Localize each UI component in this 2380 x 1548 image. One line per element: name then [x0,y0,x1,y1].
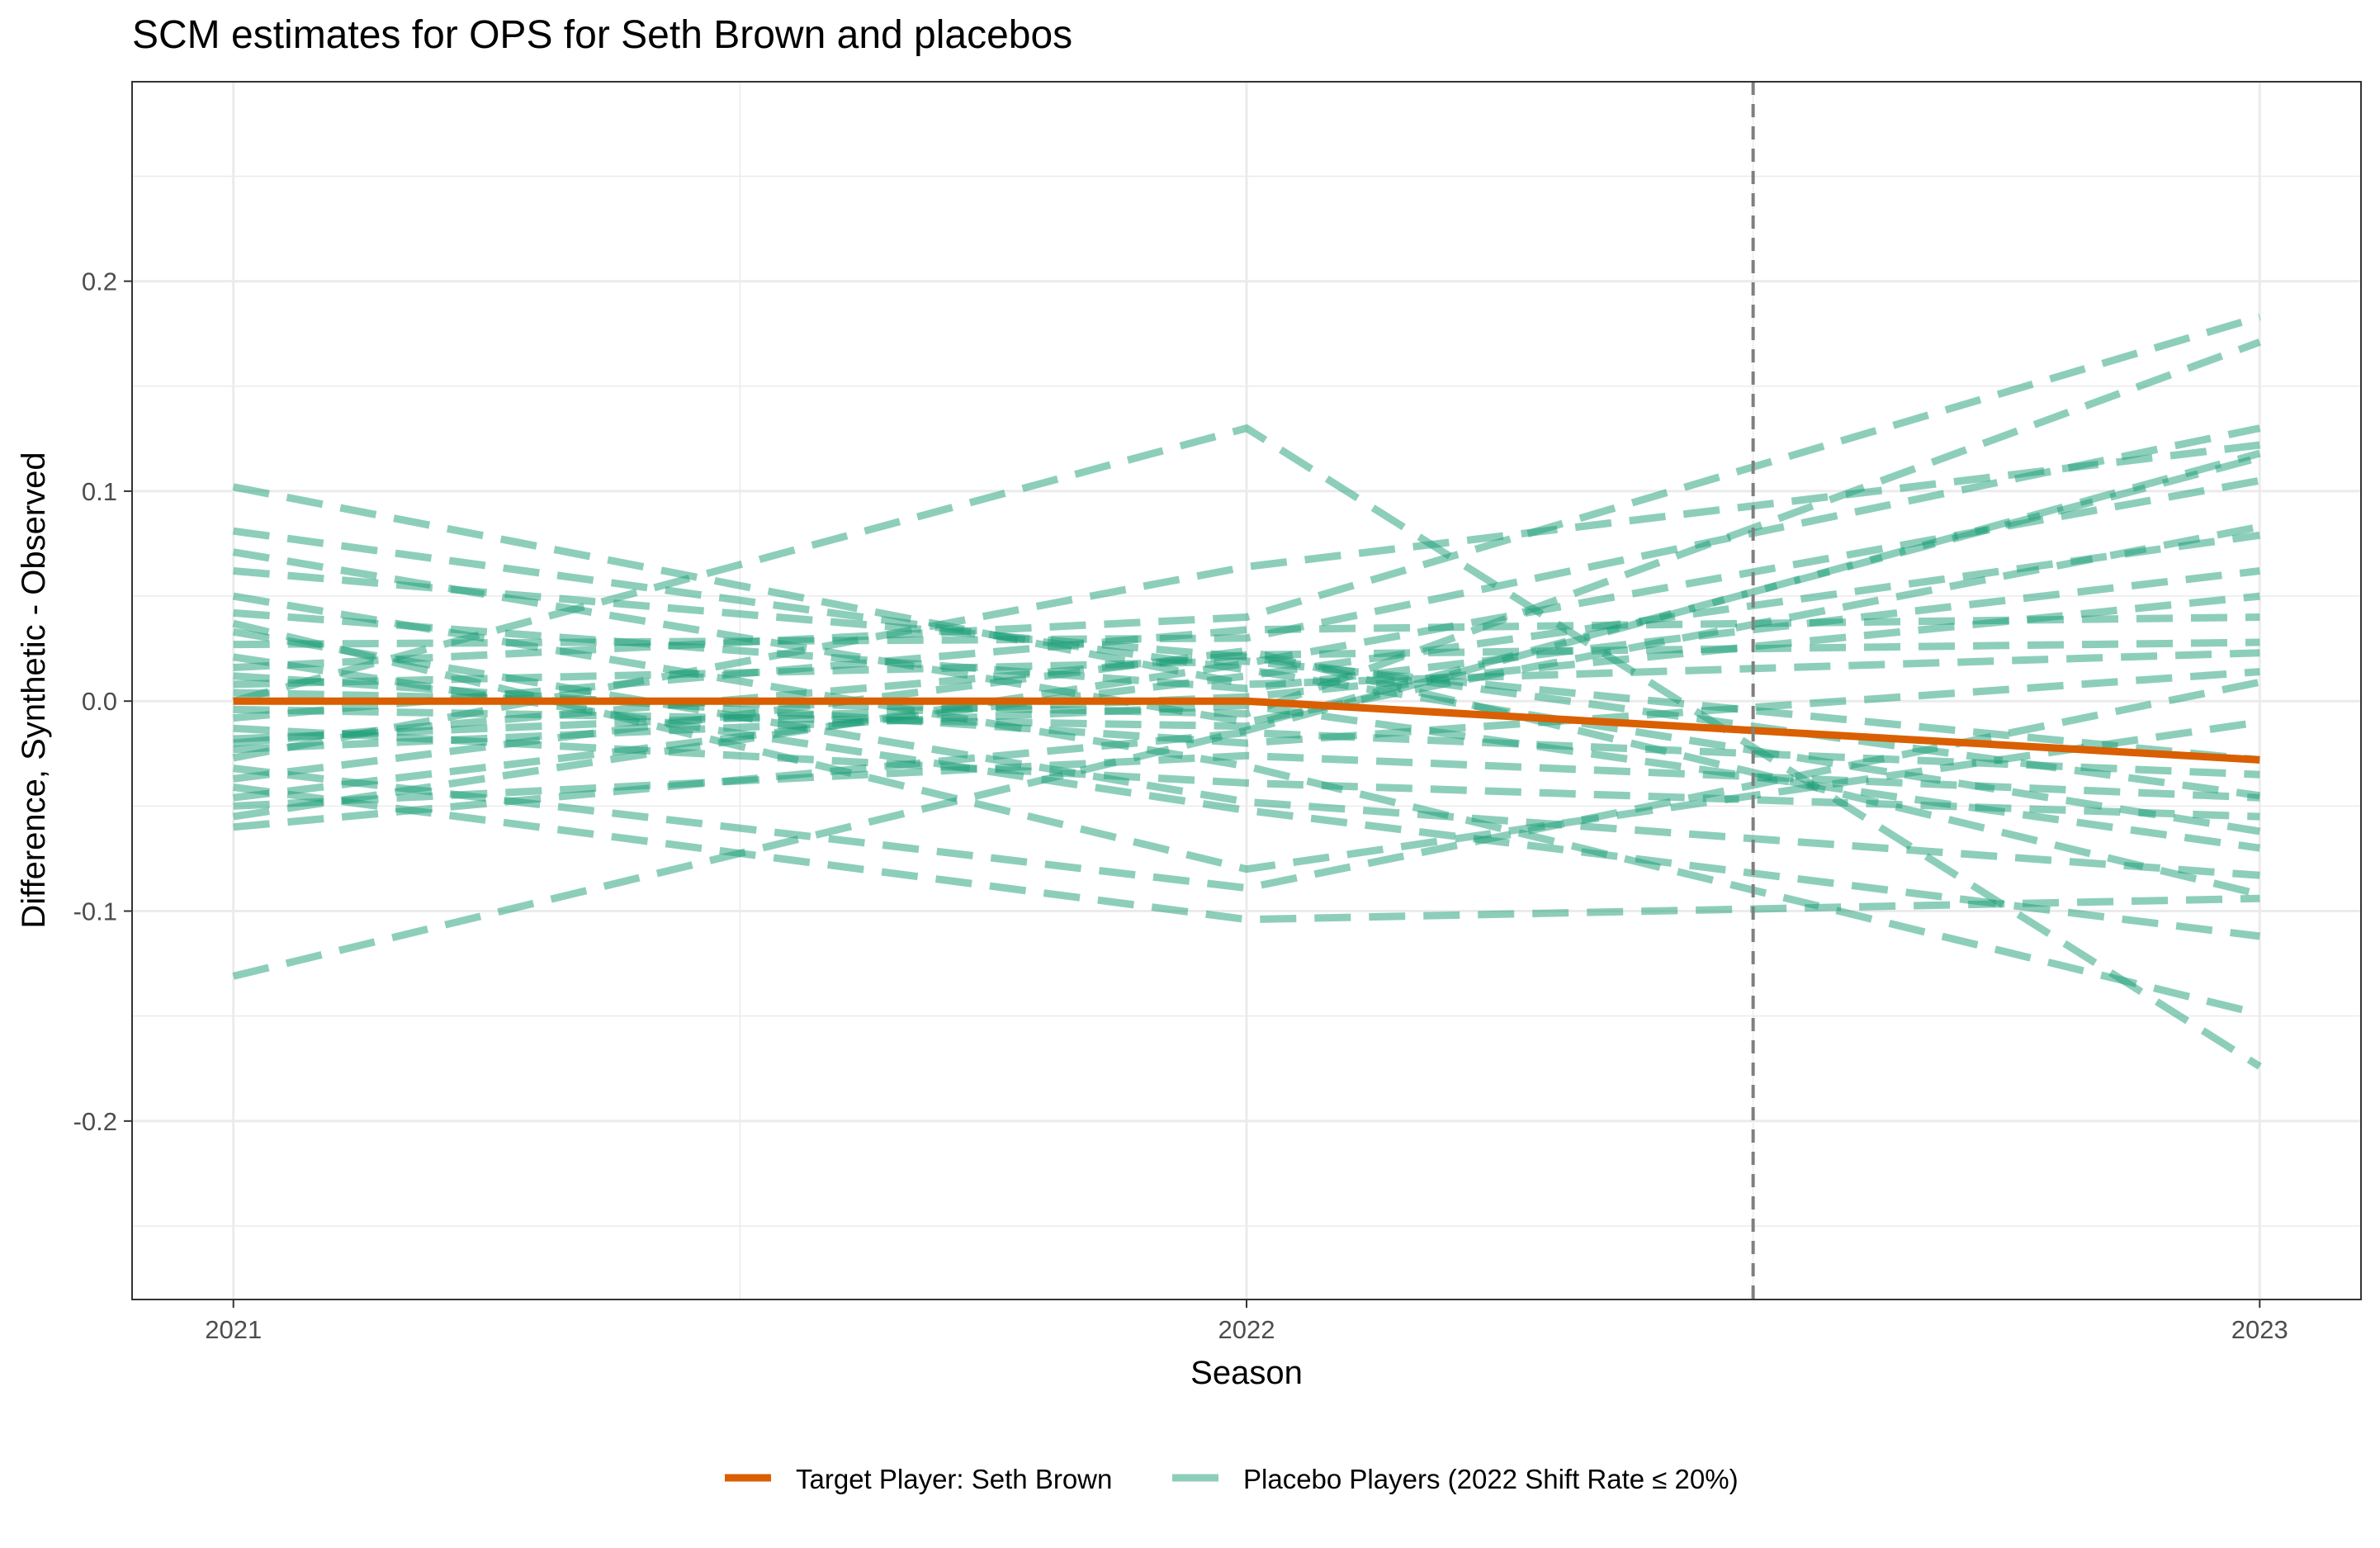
target-series-line [233,697,2260,764]
placebo-series-line [233,751,2260,810]
legend-label-target: Target Player: Seth Brown [796,1464,1112,1494]
x-tick-label: 2023 [2231,1315,2288,1344]
y-tick-label: -0.1 [73,897,117,926]
chart-title: SCM estimates for OPS for Seth Brown and… [132,13,1072,57]
placebo-series-line [233,476,2261,821]
placebo-series-line [233,592,2260,743]
placebo-series-line [233,531,2260,802]
placebo-series-line [233,783,2260,924]
placebo-series-line [232,441,2260,762]
placebo-series-line [233,613,2260,722]
placebo-series-line [233,424,2261,649]
legend: Target Player: Seth Brown Placebo Player… [725,1464,1739,1494]
x-tick-label: 2021 [205,1315,262,1344]
placebo-series-line [232,619,2260,873]
y-tick-label: 0.2 [82,267,117,296]
y-tick-label: 0.0 [82,687,117,716]
placebo-series-line [233,527,2261,836]
placebo-series-line [233,567,2260,693]
placebo-series-line [233,728,2260,831]
x-tick-label: 2022 [1218,1315,1275,1344]
y-tick-label: 0.1 [82,477,117,506]
placebo-series-line [232,483,2260,689]
placebo-series-line [232,424,2262,1070]
placebo-series-line [233,724,2260,821]
placebo-series-line [232,449,2261,980]
placebo-series-line [233,638,2260,747]
x-axis-title: Season [1190,1355,1303,1391]
series-layer [232,313,2262,1070]
axis-layer: -0.2 -0.1 0.0 0.1 0.2 2021 2022 2023 [73,267,2288,1344]
y-tick-label: -0.2 [73,1107,117,1136]
y-axis-title: Difference, Synthetic - Observed [16,452,52,928]
legend-label-placebo: Placebo Players (2022 Shift Rate ≤ 20%) [1243,1464,1739,1494]
placebo-series-line [233,646,2261,898]
placebo-series-line [233,313,2261,671]
placebo-series-line [233,678,2261,892]
placebo-series-line [233,657,2260,764]
